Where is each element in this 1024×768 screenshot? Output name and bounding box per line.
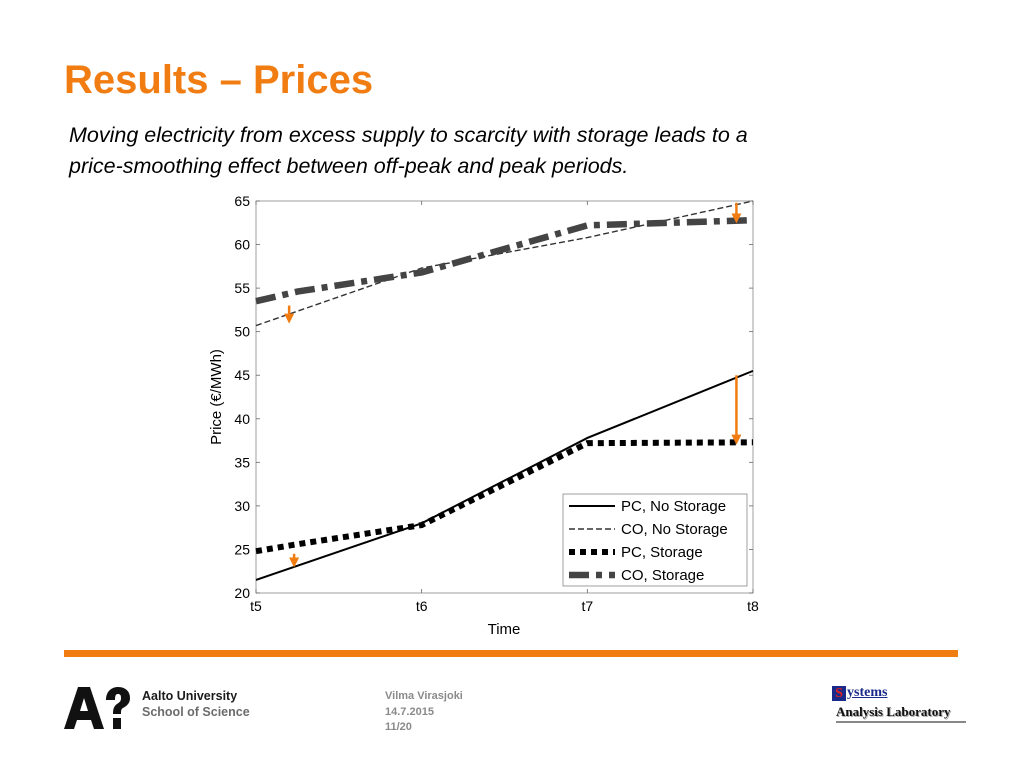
chart-legend: PC, No Storage CO, No Storage PC, Storage C… bbox=[562, 493, 748, 587]
x-tick-label: t8 bbox=[747, 598, 759, 614]
series-layer bbox=[255, 200, 754, 581]
footer-date: 14.7.2015 bbox=[385, 705, 434, 718]
y-tick-label: 65 bbox=[234, 193, 250, 209]
x-tick-label: t6 bbox=[416, 598, 428, 614]
x-axis-label: Time bbox=[488, 621, 521, 638]
footer-page: 11/20 bbox=[385, 721, 412, 733]
sal-logo-underline bbox=[836, 721, 966, 723]
subtitle-line-1: Moving electricity from excess supply to… bbox=[69, 123, 748, 147]
y-tick-label: 20 bbox=[234, 585, 250, 601]
legend-label-0: PC, No Storage bbox=[621, 498, 726, 515]
footer-author: Vilma Virasjoki bbox=[385, 690, 463, 702]
university-name: Aalto University School of Science bbox=[142, 688, 250, 720]
legend-label-2: PC, Storage bbox=[621, 544, 703, 561]
legend-label-1: CO, No Storage bbox=[621, 521, 728, 538]
sal-logo-initial: S bbox=[832, 686, 846, 701]
annotation-layer bbox=[284, 202, 742, 568]
series-line-3 bbox=[255, 216, 754, 305]
y-axis: 20 25 30 35 40 45 50 55 60 65 bbox=[234, 193, 753, 601]
y-tick-label: 40 bbox=[234, 411, 250, 427]
university-line-1: Aalto University bbox=[142, 689, 238, 703]
subtitle-line-2: price-smoothing effect between off-peak … bbox=[69, 154, 629, 178]
y-tick-label: 60 bbox=[234, 237, 250, 253]
series-line-0 bbox=[255, 369, 754, 581]
y-tick-label: 25 bbox=[234, 541, 250, 557]
sal-logo-word: ystems bbox=[847, 685, 888, 700]
series-line-2 bbox=[255, 439, 754, 555]
x-tick-label: t5 bbox=[250, 598, 262, 614]
y-tick-label: 50 bbox=[234, 324, 250, 340]
x-axis: t5 t6 t7 t8 bbox=[250, 201, 759, 614]
legend-label-3: CO, Storage bbox=[621, 567, 704, 584]
y-tick-label: 30 bbox=[234, 498, 250, 514]
price-line-chart: 20 25 30 35 40 45 50 55 60 65 t5 t6 t7 t8 Price (€/M… bbox=[208, 193, 759, 638]
slide-subtitle: Moving electricity from excess supply to… bbox=[69, 120, 969, 182]
footer-info: Vilma Virasjoki 14.7.2015 11/20 bbox=[385, 689, 463, 736]
footer-divider bbox=[64, 650, 958, 657]
aalto-logo-icon bbox=[64, 687, 130, 729]
sal-logo-line-2: Analysis Laboratory bbox=[836, 704, 951, 719]
y-tick-label: 45 bbox=[234, 367, 250, 383]
slide-title: Results – Prices bbox=[64, 58, 374, 102]
legend-box bbox=[562, 493, 748, 587]
y-axis-label: Price (€/MWh) bbox=[208, 349, 225, 445]
series-line-1 bbox=[255, 200, 754, 327]
x-tick-label: t7 bbox=[581, 598, 593, 614]
y-tick-label: 35 bbox=[234, 454, 250, 470]
y-tick-label: 55 bbox=[234, 280, 250, 296]
university-line-2: School of Science bbox=[142, 705, 250, 719]
